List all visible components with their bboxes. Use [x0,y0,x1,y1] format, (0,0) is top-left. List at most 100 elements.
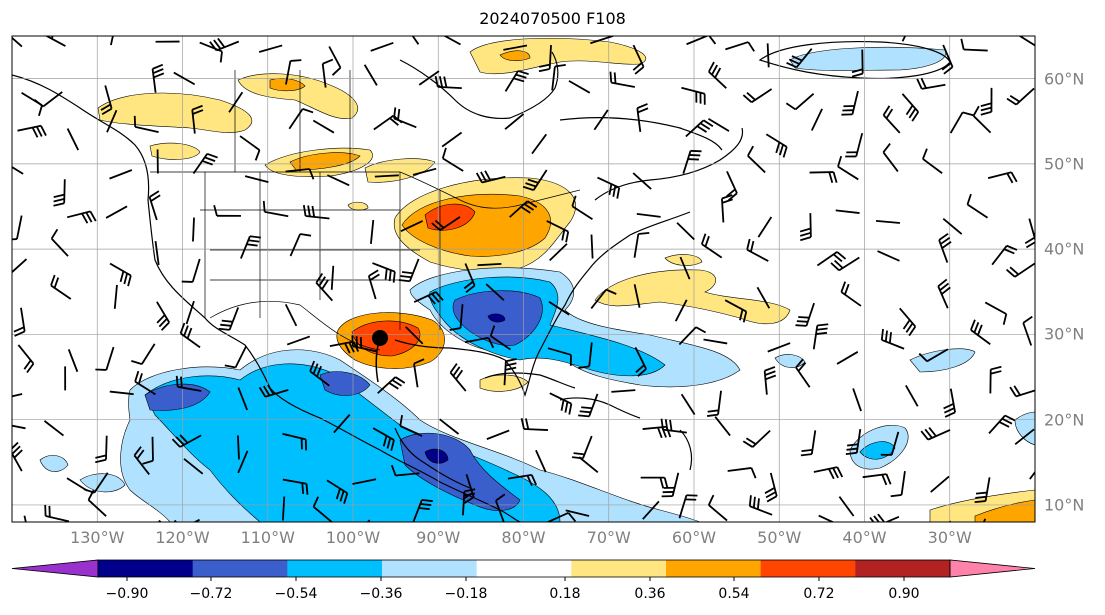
wind-barb [504,113,525,130]
wind-barb [285,59,302,85]
wind-barb [134,370,156,396]
wind-barb [33,91,63,108]
colorbar-tick-label: −0.18 [444,586,488,602]
wind-barb [943,388,956,418]
wind-barb [700,233,723,259]
wind-barb [609,71,636,88]
colorbar-tick-label: −0.72 [189,586,233,602]
wind-barb [800,430,817,457]
longitude-label: 130°W [70,528,125,547]
wind-barb [285,168,315,180]
wind-barb [674,299,688,322]
wind-barb [703,338,728,345]
wind-barb [179,322,201,349]
wind-barb [156,301,170,331]
colorbar-segment [192,560,288,577]
wind-barb [87,489,107,517]
colorbar-segment [571,560,667,577]
wind-barb [377,376,406,394]
wind-barb [812,323,829,350]
wind-barb [920,427,951,441]
wind-barb [109,169,133,180]
wind-barb [431,216,461,231]
wind-barb [678,326,707,346]
positive-anomaly-region [289,152,361,171]
wind-barb [840,281,862,307]
longitude-label: 100°W [325,528,381,547]
wind-barb [578,456,599,473]
wind-barb [571,195,593,221]
wind-barb [462,488,476,516]
wind-barb [441,131,463,148]
wind-barb [449,363,467,392]
wind-barb [882,105,901,134]
wind-barb [845,132,864,158]
wind-barb [109,262,132,287]
wind-barb [918,348,949,363]
wind-barb [148,190,161,221]
colorbar-tick-label: −0.90 [105,586,149,602]
wind-barb [987,171,1018,184]
wind-barb [262,200,289,218]
wind-barb [590,234,594,259]
wind-barb [763,366,777,395]
wind-barb [312,119,335,134]
wind-barb [405,326,424,345]
wind-barb [485,283,505,301]
wind-barb [113,284,118,309]
wind-barb [44,36,66,47]
wind-barb [1005,262,1035,278]
wind-barb [95,435,108,464]
wind-barb [1009,385,1035,398]
wind-barb [258,384,289,398]
longitude-label: 70°W [586,528,631,547]
wind-barb [593,109,609,131]
wind-barb [321,58,334,88]
map-title: 2024070500 F108 [479,9,626,28]
map-frame [11,35,1036,523]
wind-barb [1037,134,1062,149]
latitude-label: 30°N [1044,324,1085,344]
wind-barb [239,135,261,161]
positive-anomaly-region [97,92,252,133]
wind-barb [133,446,150,475]
wind-barb [548,300,570,316]
wind-barb [443,36,461,46]
wind-barb [974,477,991,504]
wind-barb [549,392,573,415]
wind-barb [281,496,286,521]
wind-barb [53,179,66,207]
wind-barb [390,464,420,477]
wind-barb [682,149,702,174]
hurricane-track [375,337,381,383]
wind-barb [590,288,617,310]
wind-barb [17,124,47,138]
wind-barb [922,148,943,175]
wind-barb [785,92,815,111]
wind-barb [13,307,26,337]
wind-barb [370,41,394,52]
wind-barb [411,36,420,45]
wind-barb [413,358,425,388]
wind-barb [611,389,636,393]
colorbar-segment [760,560,856,577]
wind-barb [875,219,901,224]
wind-barb [333,414,351,434]
wind-barb [191,104,204,134]
wind-barb [1014,428,1035,445]
wind-barb [901,36,907,42]
wind-barb [486,429,510,440]
negative-anomaly-region [1014,411,1035,446]
wind-barb [434,75,462,90]
wind-barb [520,418,548,431]
wind-barb [707,117,730,132]
wind-barb [309,360,330,387]
wind-barb [727,467,757,479]
wind-barb [813,466,844,480]
wind-barb [151,63,165,93]
wind-barb [413,291,444,305]
wind-barb [326,479,349,504]
wind-barb [890,471,906,498]
wind-barb [795,302,815,327]
anomaly-fill-layer [39,38,1035,522]
